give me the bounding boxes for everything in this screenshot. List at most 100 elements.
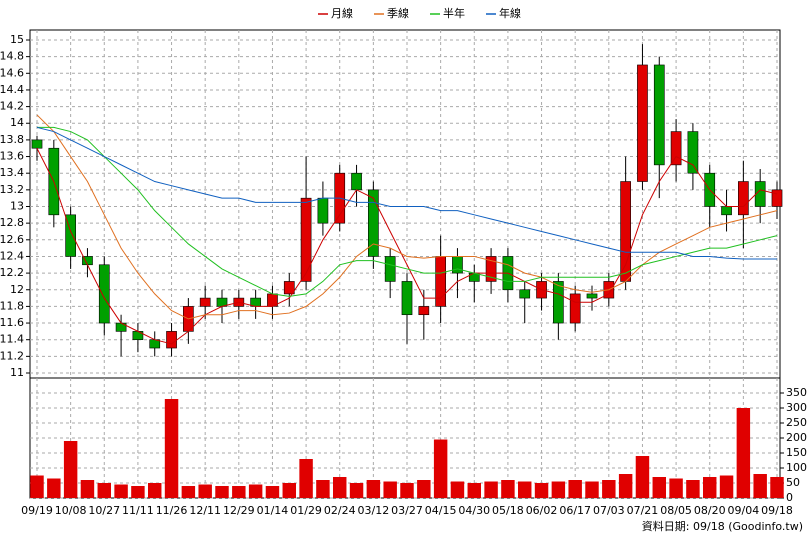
volume-bar <box>282 483 296 498</box>
volume-bar <box>316 480 330 498</box>
y-tick-label: 12.4 <box>0 249 24 262</box>
candle-body <box>653 64 665 166</box>
legend-label: 月線 <box>331 6 353 20</box>
volume-bar <box>652 477 666 498</box>
volume-bar <box>164 399 179 498</box>
volume-bar <box>349 483 364 498</box>
y-tick-label: 14.4 <box>0 83 24 96</box>
legend-label: 年線 <box>499 6 521 20</box>
y-tick-label: 13 <box>10 199 24 212</box>
x-tick-label: 10/08 <box>55 504 87 517</box>
candle-body <box>569 293 581 324</box>
candle-body <box>586 293 598 299</box>
x-tick-label: 09/19 <box>21 504 53 517</box>
volume-bar <box>770 477 784 498</box>
y-tick-label: 14.2 <box>0 100 24 113</box>
candle-body <box>637 64 648 182</box>
x-tick-label: 09/18 <box>761 504 793 517</box>
candle-body <box>485 256 497 282</box>
volume-bar <box>232 486 246 498</box>
volume-bar <box>602 480 616 498</box>
y-tick-label: 11.2 <box>0 349 24 362</box>
candle-body <box>670 131 682 166</box>
candle-body <box>317 197 329 224</box>
y-tick-label: 13.2 <box>0 183 24 196</box>
y-tick-label: 13.6 <box>0 150 24 163</box>
candle-body <box>620 181 631 282</box>
footer: 資料日期: 09/18 (Goodinfo.tw) <box>642 519 803 533</box>
candle-body <box>401 281 413 316</box>
volume-bar <box>248 484 263 498</box>
y-tick-label: 15 <box>10 33 24 46</box>
x-tick-label: 06/02 <box>526 504 558 517</box>
volume-tick-label: 100 <box>786 461 807 474</box>
candle-body <box>368 189 379 257</box>
candle-body <box>435 256 446 307</box>
volume-bar <box>518 481 532 498</box>
y-tick-label: 12.6 <box>0 233 24 246</box>
volume-tick-label: 250 <box>786 416 807 429</box>
x-tick-label: 08/05 <box>660 504 692 517</box>
volume-tick-label: 350 <box>786 386 807 399</box>
volume-bar <box>703 477 717 498</box>
volume-bar <box>400 483 414 498</box>
volume-tick-label: 200 <box>786 431 807 444</box>
x-tick-label: 09/04 <box>728 504 760 517</box>
volume-bar <box>686 480 700 498</box>
volume-tick-label: 50 <box>786 476 800 489</box>
candle-body <box>771 189 783 207</box>
volume-bar <box>635 456 650 498</box>
volume-bar <box>719 475 734 498</box>
volume-bar <box>30 475 44 498</box>
x-tick-label: 12/29 <box>223 504 255 517</box>
volume-bar <box>568 480 582 498</box>
ma-line <box>37 126 778 297</box>
volume-bar <box>333 477 347 498</box>
ma-line <box>36 147 778 345</box>
volume-bar <box>181 486 196 498</box>
x-tick-label: 02/24 <box>324 504 356 517</box>
y-tick-label: 13.8 <box>0 133 24 146</box>
volume-bar <box>366 480 381 498</box>
y-tick-label: 14.6 <box>0 66 24 79</box>
x-tick-label: 11/26 <box>156 504 188 517</box>
x-tick-label: 04/30 <box>458 504 490 517</box>
y-tick-label: 11.6 <box>0 316 24 329</box>
volume-bar <box>80 480 95 498</box>
x-tick-label: 03/12 <box>358 504 390 517</box>
candle-body <box>519 289 531 299</box>
ma-line <box>36 126 777 260</box>
volume-tick-label: 0 <box>786 491 793 504</box>
candle-body <box>553 281 564 324</box>
x-tick-label: 10/27 <box>88 504 120 517</box>
y-tick-label: 12.8 <box>0 216 24 229</box>
volume-bar <box>551 481 566 498</box>
candle-body <box>754 181 766 207</box>
candle-body <box>65 214 76 257</box>
volume-bar <box>618 474 633 498</box>
x-tick-label: 05/18 <box>492 504 524 517</box>
x-tick-label: 07/03 <box>593 504 625 517</box>
y-tick-label: 11.4 <box>0 333 24 346</box>
x-tick-label: 06/17 <box>559 504 591 517</box>
volume-bar <box>299 459 313 498</box>
volume-bar <box>148 483 162 498</box>
volume-bar <box>753 474 767 498</box>
y-tick-label: 14 <box>10 116 24 129</box>
x-tick-label: 04/15 <box>425 504 457 517</box>
volume-bar <box>450 481 465 498</box>
volume-bar <box>131 486 145 498</box>
candle-body <box>418 306 430 316</box>
candle-body <box>199 297 211 307</box>
x-tick-label: 03/27 <box>391 504 423 517</box>
x-tick-label: 11/11 <box>122 504 154 517</box>
price-frame <box>29 29 781 379</box>
volume-bar <box>501 480 515 498</box>
x-tick-label: 01/29 <box>290 504 322 517</box>
volume-bar <box>433 439 448 498</box>
volume-bar <box>114 484 128 498</box>
y-tick-label: 12.2 <box>0 266 24 279</box>
volume-bar <box>417 480 431 498</box>
candle-body <box>687 131 699 174</box>
